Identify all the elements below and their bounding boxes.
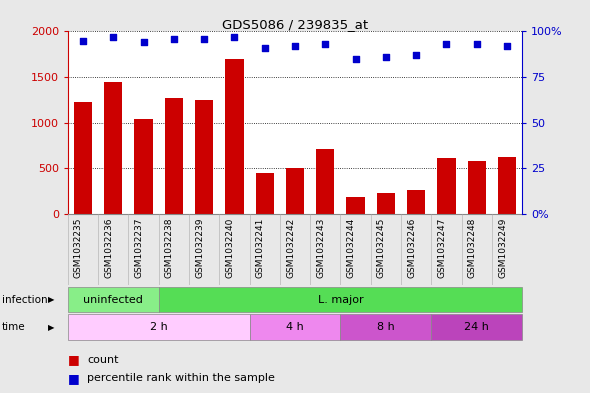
Bar (195, 100, 213, 214)
Text: GSM1032238: GSM1032238 (165, 218, 174, 278)
Text: 24 h: 24 h (464, 322, 489, 332)
Bar (468, 161, 486, 214)
Text: time: time (2, 322, 25, 332)
Bar (407, 189, 425, 214)
Text: percentile rank within the sample: percentile rank within the sample (87, 373, 275, 383)
Text: GSM1032236: GSM1032236 (104, 218, 113, 278)
Bar (159, 287, 522, 312)
Point (290, 43, 300, 49)
Point (109, 34, 118, 40)
Point (169, 36, 179, 42)
Text: ▶: ▶ (48, 323, 55, 332)
Text: GSM1032246: GSM1032246 (407, 218, 416, 278)
Text: count: count (87, 354, 119, 365)
Text: GSM1032239: GSM1032239 (195, 218, 204, 278)
Bar (104, 82, 122, 214)
Text: GSM1032244: GSM1032244 (346, 218, 356, 278)
Text: GDS5086 / 239835_at: GDS5086 / 239835_at (222, 18, 368, 31)
Bar (68, 287, 159, 312)
Text: 4 h: 4 h (286, 322, 304, 332)
Text: GSM1032245: GSM1032245 (377, 218, 386, 278)
Point (320, 41, 330, 48)
Text: ▶: ▶ (48, 296, 55, 304)
Bar (437, 158, 455, 214)
Bar (431, 314, 522, 340)
Point (502, 43, 512, 49)
Point (199, 36, 209, 42)
Bar (498, 157, 516, 214)
Bar (346, 197, 365, 214)
Text: L. major: L. major (317, 295, 363, 305)
Text: GSM1032243: GSM1032243 (316, 218, 325, 278)
Text: GSM1032240: GSM1032240 (225, 218, 234, 278)
Text: ■: ■ (68, 371, 80, 385)
Text: GSM1032235: GSM1032235 (74, 218, 83, 278)
Bar (255, 173, 274, 214)
Text: ■: ■ (68, 353, 80, 366)
Text: 8 h: 8 h (377, 322, 395, 332)
Point (260, 45, 270, 51)
Text: GSM1032237: GSM1032237 (135, 218, 143, 278)
Point (351, 56, 360, 62)
Bar (316, 149, 335, 214)
Point (230, 34, 239, 40)
Text: GSM1032242: GSM1032242 (286, 218, 295, 278)
Bar (286, 167, 304, 214)
Bar (135, 119, 153, 214)
Text: GSM1032247: GSM1032247 (437, 218, 447, 278)
Text: GSM1032249: GSM1032249 (498, 218, 507, 278)
Point (78, 37, 88, 44)
Text: GSM1032241: GSM1032241 (255, 218, 265, 278)
Bar (225, 59, 244, 214)
Bar (250, 314, 340, 340)
Text: GSM1032248: GSM1032248 (468, 218, 477, 278)
Bar (165, 98, 183, 214)
Bar (340, 314, 431, 340)
Point (139, 39, 148, 46)
Point (411, 52, 421, 58)
Bar (74, 102, 92, 214)
Point (381, 54, 391, 60)
Text: 2 h: 2 h (150, 322, 168, 332)
Bar (377, 193, 395, 214)
Text: uninfected: uninfected (83, 295, 143, 305)
Point (472, 41, 481, 48)
Text: infection: infection (2, 295, 47, 305)
Point (442, 41, 451, 48)
Bar (68, 314, 250, 340)
